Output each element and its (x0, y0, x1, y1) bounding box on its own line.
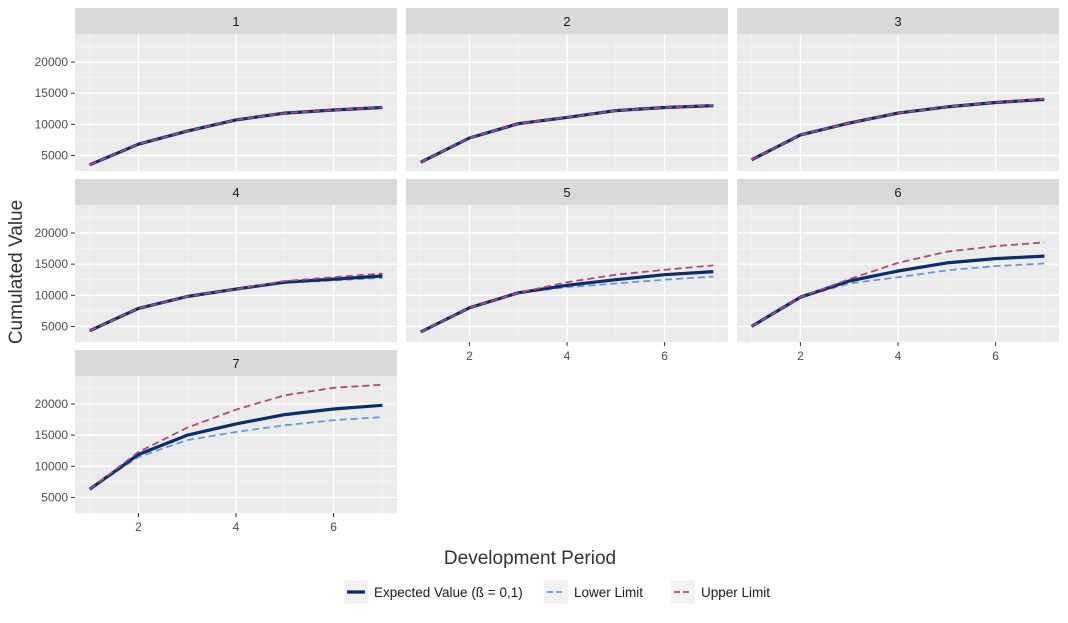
y-axis-title: Cumulated Value (6, 200, 27, 344)
series-line-upper (751, 97, 1045, 161)
x-tick-label: 2 (466, 349, 473, 363)
facet-panel-7: 7 5000 10000 15000 20000 2 4 6 (35, 350, 397, 534)
facet-strip-label: 3 (894, 14, 901, 29)
y-tick-label: 10000 (35, 459, 69, 473)
series-line-expected (88, 403, 383, 491)
y-tick-label: 20000 (35, 55, 69, 69)
series-line-lower (420, 275, 714, 333)
facet-strip (75, 8, 397, 34)
y-tick-label: 10000 (35, 288, 69, 302)
series-line-upper (420, 264, 714, 333)
y-tick-label: 5000 (41, 148, 68, 162)
facet-panel-2: 2 (406, 8, 728, 172)
x-tick-label: 2 (797, 349, 804, 363)
facet-panel-4: 4 5000 10000 15000 20000 (35, 179, 397, 343)
legend-item-lower: Lower Limit (544, 580, 643, 604)
facet-strip-label: 6 (894, 185, 901, 200)
series-line-expected (419, 270, 714, 334)
series-line-lower (89, 416, 383, 491)
x-tick-label: 6 (330, 520, 337, 534)
legend: Expected Value (ß = 0,1) Lower Limit Upper… (338, 578, 790, 608)
x-tick-label: 4 (233, 520, 240, 534)
facet-panel-5: 5 2 4 6 (406, 179, 728, 363)
y-tick-label: 15000 (35, 428, 69, 442)
legend-label: Expected Value (ß = 0,1) (374, 585, 523, 600)
facet-strip (406, 8, 728, 34)
facet-strip-label: 5 (563, 185, 570, 200)
facet-strip (737, 179, 1059, 205)
x-tick-label: 4 (895, 349, 902, 363)
series-line-upper (420, 104, 714, 164)
facet-strip (406, 179, 728, 205)
legend-label: Lower Limit (574, 585, 643, 600)
facet-panel-3: 3 (737, 8, 1059, 172)
legend-item-expected: Expected Value (ß = 0,1) (344, 580, 523, 604)
y-tick-label: 10000 (35, 117, 69, 131)
series-line-expected (88, 274, 383, 333)
y-tick-label: 15000 (35, 86, 69, 100)
facet-strip (75, 350, 397, 376)
series-line-expected (88, 105, 383, 167)
x-tick-label: 6 (992, 349, 999, 363)
y-tick-label: 5000 (41, 319, 68, 333)
facet-strip-label: 1 (232, 14, 239, 29)
facet-strip-label: 7 (232, 356, 239, 371)
series-line-upper (751, 241, 1045, 328)
y-tick-label: 20000 (35, 397, 69, 411)
legend-item-upper: Upper Limit (671, 580, 770, 604)
y-tick-label: 15000 (35, 257, 69, 271)
facet-strip-label: 4 (232, 185, 239, 200)
legend-label: Upper Limit (701, 585, 770, 600)
x-tick-label: 6 (661, 349, 668, 363)
facet-panel-6: 6 2 4 6 (737, 179, 1059, 363)
x-tick-label: 2 (135, 520, 142, 534)
x-tick-label: 4 (564, 349, 571, 363)
facet-strip (75, 179, 397, 205)
facet-strip (737, 8, 1059, 34)
series-line-upper (89, 383, 383, 491)
y-tick-label: 20000 (35, 226, 69, 240)
x-axis-title: Development Period (444, 548, 616, 569)
y-tick-label: 5000 (41, 490, 68, 504)
facet-strip-label: 2 (563, 14, 570, 29)
